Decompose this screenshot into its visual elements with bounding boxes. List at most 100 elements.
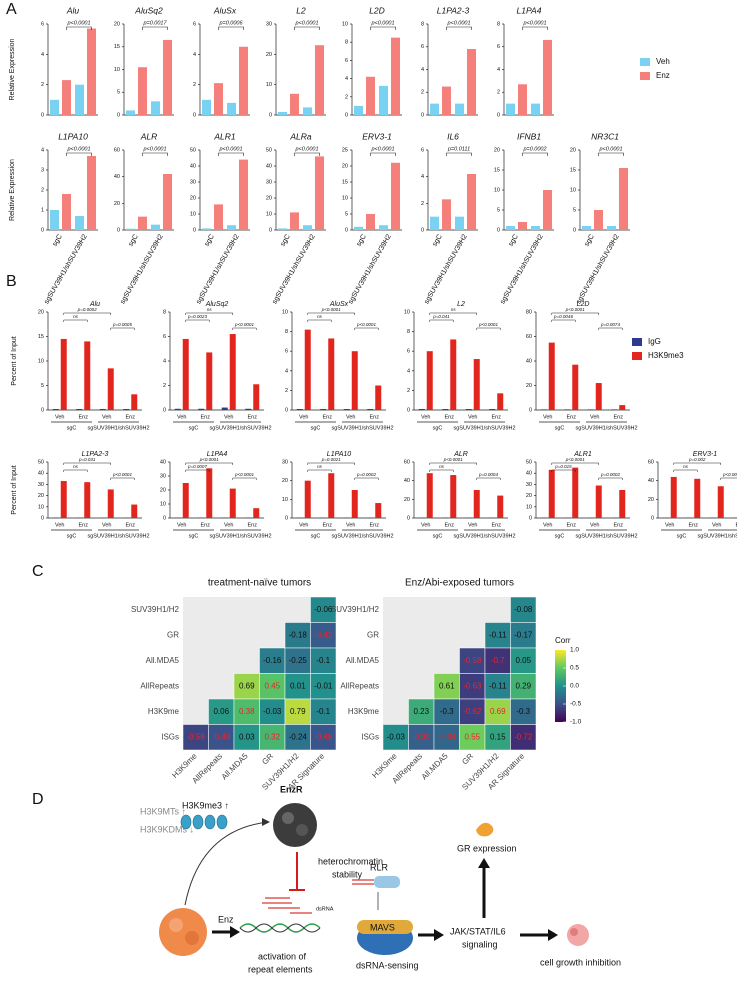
heat-cell [510,724,537,751]
cell-value: 0.55 [464,732,480,741]
y-tick-label: 5 [345,211,348,217]
bar [670,476,677,518]
x-tick-label: sgC [52,233,64,247]
y-tick-label: 30 [38,482,44,488]
p-value: ns [207,307,213,312]
chart-title: AluSq2 [205,301,229,308]
cell-value: 0.69 [239,681,255,690]
chart-title: ERV3-1 [693,451,717,458]
panel-label: D [32,791,44,808]
group-label: sgSUV39H1/shSUV39H2 [87,425,149,431]
cell-value: 0.69 [490,707,506,716]
y-tick-label: 10 [160,501,166,507]
x-tick-label: Enz [492,522,502,528]
y-tick-label: 10 [190,211,196,217]
cell-value: -0.34 [438,732,457,741]
heat-cell [284,647,311,674]
p-value: p=0.015 [554,464,572,469]
heat-cell [233,724,260,751]
heat-cell [433,724,460,751]
y-tick-label: 10 [266,82,272,88]
bar [278,228,287,230]
label: signaling [462,939,498,949]
significance-bracket [598,327,623,330]
row-label: SUV39H1/H2 [131,605,180,614]
bar [99,409,106,410]
resistant-cells [273,803,317,847]
p-value: p=0.002 [688,457,706,462]
group-label: sgC [189,425,199,431]
y-tick-label: 20 [404,497,410,503]
bar [62,194,71,230]
bar [202,99,211,115]
label: EnzR [280,784,303,794]
y-tick-label: 0 [497,227,500,233]
y-tick-label: 0 [497,112,500,118]
y-tick-label: 6 [285,349,288,355]
y-tick-label: 4 [41,147,44,153]
bar [84,482,91,518]
p-value: p<0.0001 [478,322,498,327]
significance-bracket [307,319,332,322]
group-label: sgSUV39H1/shSUV39H2 [697,533,737,539]
y-tick-label: 20 [38,309,44,315]
group-label: sgSUV39H1/shSUV39H2 [575,533,637,539]
heat-cell [259,724,286,751]
cell-value: -0.17 [514,630,533,639]
p-value: ns [439,464,445,469]
y-tick-label: 2 [421,201,424,207]
chart-title: ALR1 [573,451,592,458]
bar [572,467,579,518]
heat-cell [284,673,311,700]
p-value: p<0.0001 [443,457,463,462]
y-tick-label: 0 [421,227,424,233]
x-tick-label: sgSUV39H1/shSUV39H2 [499,233,545,305]
bar [694,478,701,518]
colorbar [555,650,566,722]
label: stability [332,869,363,879]
p-value: p<0.0001 [66,146,90,152]
y-tick-label: 40 [526,471,532,477]
p-value: p=0.0002 [77,307,97,312]
bar [206,468,213,518]
x-tick-label: Veh [590,522,599,528]
y-tick-label: 0 [421,112,424,118]
bar [426,351,433,410]
y-tick-label: 10 [282,497,288,503]
y-tick-label: 15 [114,44,120,50]
label: cell growth inhibition [540,957,621,967]
heat-cell [310,724,337,751]
legend-swatch [640,72,650,80]
x-tick-label: sgSUV39H1/shSUV39H2 [195,233,241,305]
y-tick-label: 10 [38,504,44,510]
group-label: sgC [311,425,321,431]
cell-value: -0.11 [489,681,507,690]
bar-chart: AluSx 0 2 4 6 p=0.0006 [193,5,250,118]
cell-value: -0.25 [289,656,308,665]
bar-chart: L2D 0 2 4 6 8 10 p<0.0001 [342,5,402,118]
y-tick-label: 30 [266,21,272,27]
chart-title: ERV3-1 [362,131,392,141]
significance-bracket [307,312,355,315]
x-tick-label: Veh [590,414,599,420]
y-tick-label: 2 [163,383,166,389]
bar [227,102,236,115]
cell-value: 0.32 [264,732,280,741]
bar [343,409,350,410]
cell-value: 0.38 [239,707,255,716]
bar [595,485,602,518]
cell-value: -0.06 [314,605,333,614]
significance-bracket [429,312,477,315]
significance-bracket [110,327,135,330]
bar-chart: L2 0 10 20 30 p<0.0001 [266,5,326,118]
y-tick-label: 0 [529,407,532,413]
p-value: p=0.0002 [522,146,546,152]
y-tick-label: 2 [497,90,500,96]
heat-cell [259,647,286,674]
panel-label: A [6,1,17,18]
heat-cell [259,698,286,725]
cell-value: -0.63 [463,681,482,690]
bar-chart: Alu 0 2 4 6 Relative Expression p<0.0001 [9,5,98,118]
